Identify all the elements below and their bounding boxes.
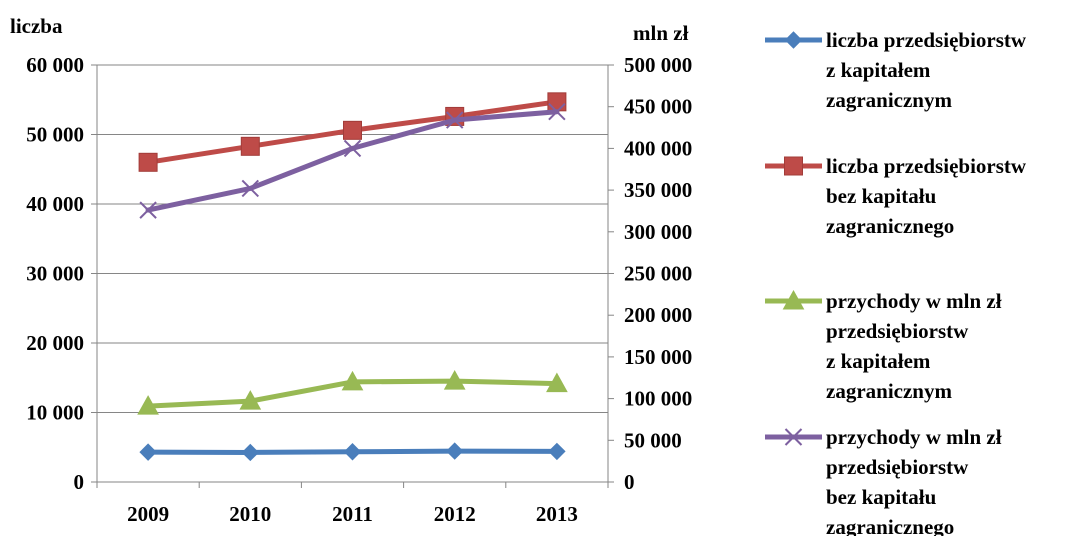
series-4 (139, 102, 566, 219)
marker-stroke (784, 428, 803, 446)
left-axis-tick-label: 30 000 (26, 262, 84, 286)
series-3 (137, 370, 568, 415)
x-axis-tick-label: 2012 (434, 502, 476, 526)
legend-swatch-marker (784, 156, 803, 176)
series-1 (139, 442, 566, 462)
legend-item-2: liczba przedsiębiorstw bez kapitału zagran… (765, 154, 1027, 238)
legend-label: zagranicznym (826, 88, 952, 112)
data-point (137, 395, 159, 415)
data-point (241, 443, 260, 462)
x-axis-tick-label: 2011 (332, 502, 373, 526)
right-axis-title: mln zł (633, 21, 689, 45)
legend-label: bez kapitału (826, 485, 937, 509)
right-axis-tick-label: 0 (624, 470, 635, 494)
x-axis-tick-label: 2010 (229, 502, 271, 526)
left-axis-tick-label: 50 000 (26, 123, 84, 147)
legend-label: zagranicznym (826, 379, 952, 403)
left-axis-tick-labels: 0 10 000 20 000 30 000 40 000 50 000 60 000 (26, 53, 84, 494)
axes (91, 64, 614, 488)
data-point (548, 102, 566, 121)
data-point (240, 136, 260, 156)
data-point (239, 390, 262, 410)
right-axis-tick-label: 200 000 (624, 303, 692, 327)
data-point (445, 442, 464, 460)
marker-stroke (139, 201, 157, 219)
marker-stroke (548, 102, 566, 121)
legend-label: bez kapitału (826, 184, 937, 208)
legend: liczba przedsiębiorstw z kapitałem zagrani… (765, 28, 1027, 536)
legend-label: przychody w mln zł (826, 289, 1002, 313)
legend-label: z kapitałem (826, 58, 931, 82)
legend-label: przychody w mln zł (826, 425, 1002, 449)
right-axis-tick-label: 500 000 (624, 53, 692, 77)
x-axis-tick-label: 2013 (536, 502, 578, 526)
left-axis-title: liczba (10, 14, 63, 38)
data-point (139, 201, 157, 219)
left-axis-tick-label: 20 000 (26, 331, 84, 355)
right-axis-tick-label: 450 000 (624, 95, 692, 119)
data-point (547, 92, 567, 112)
x-axis-tick-label: 2009 (127, 502, 169, 526)
legend-label: liczba przedsiębiorstw (826, 28, 1027, 52)
legend-label: zagranicznego (826, 515, 954, 536)
data-point (341, 370, 364, 391)
data-point (443, 370, 466, 390)
data-point (343, 120, 362, 140)
legend-swatch-marker (782, 289, 805, 310)
legend-swatch-marker (784, 428, 803, 446)
right-axis-tick-labels: 0 50 000 100 000 150 000 200 000 250 000 300 0… (624, 53, 692, 494)
right-axis-tick-label: 150 000 (624, 345, 692, 369)
data-point (548, 442, 566, 461)
legend-item-3: przychody w mln zł przedsiębiorstw z kapit… (765, 289, 1002, 403)
series-group (137, 92, 568, 462)
gridlines (97, 64, 608, 413)
right-axis-tick-label: 400 000 (624, 136, 692, 160)
legend-item-1: liczba przedsiębiorstw z kapitałem zagrani… (765, 28, 1027, 112)
x-axis-tick-labels: 2009 2010 2011 2012 2013 (127, 502, 578, 526)
data-point (343, 443, 362, 461)
right-axis-tick-label: 50 000 (624, 428, 682, 452)
data-point (546, 372, 568, 393)
legend-label: z kapitałem (826, 349, 931, 373)
right-axis-tick-label: 100 000 (624, 387, 692, 411)
legend-label: przedsiębiorstw (826, 319, 969, 343)
legend-label: zagranicznego (826, 214, 954, 238)
left-axis-tick-label: 0 (74, 470, 85, 494)
left-axis-tick-label: 40 000 (26, 192, 84, 216)
legend-label: liczba przedsiębiorstw (826, 154, 1027, 178)
data-point (343, 139, 362, 158)
marker-stroke (241, 179, 260, 198)
series-2 (138, 92, 567, 172)
right-axis-tick-label: 350 000 (624, 178, 692, 202)
legend-item-4: przychody w mln zł przedsiębiorstw bez kap… (765, 425, 1002, 536)
data-point (139, 443, 157, 461)
data-point (138, 152, 158, 172)
legend-swatch-marker (784, 31, 803, 49)
marker-stroke (445, 111, 464, 129)
legend-label: przedsiębiorstw (826, 455, 969, 479)
right-axis-tick-label: 250 000 (624, 262, 692, 286)
left-axis-tick-label: 60 000 (26, 53, 84, 77)
data-point (241, 179, 260, 198)
data-point (445, 111, 464, 129)
left-axis-tick-label: 10 000 (26, 401, 84, 425)
marker-stroke (343, 139, 362, 158)
right-axis-tick-label: 300 000 (624, 220, 692, 244)
